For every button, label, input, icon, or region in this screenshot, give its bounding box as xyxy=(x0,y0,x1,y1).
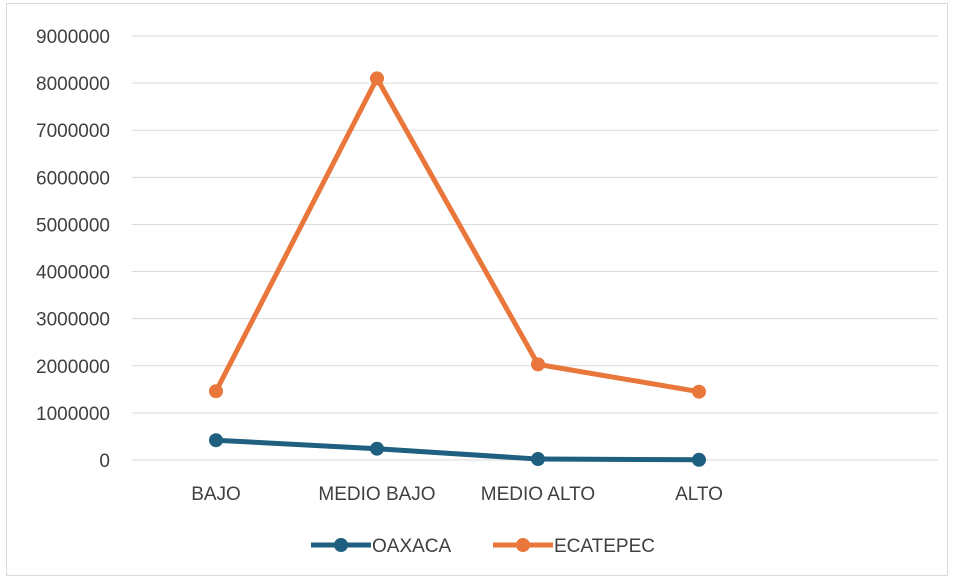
x-tick-label: MEDIO ALTO xyxy=(481,484,595,505)
data-point xyxy=(692,384,706,399)
y-axis-tick-labels: 0 1000000 2000000 3000000 4000000 5000000 6000… xyxy=(36,27,110,472)
legend: OAXACA ECATEPEC xyxy=(311,536,655,557)
series-lines xyxy=(209,71,706,467)
y-tick-label: 5000000 xyxy=(36,215,110,236)
y-tick-label: 9000000 xyxy=(36,27,110,48)
legend-item: ECATEPEC xyxy=(493,536,655,557)
y-tick-label: 3000000 xyxy=(36,310,110,331)
y-tick-label: 0 xyxy=(99,451,110,472)
legend-swatch-marker xyxy=(334,538,348,552)
data-point xyxy=(531,357,545,372)
y-tick-label: 2000000 xyxy=(36,357,110,378)
data-point xyxy=(370,441,384,456)
x-tick-label: BAJO xyxy=(191,484,241,505)
legend-item: OAXACA xyxy=(311,536,452,557)
data-point xyxy=(370,71,384,86)
x-axis-tick-labels: BAJO MEDIO BAJO MEDIO ALTO ALTO xyxy=(191,484,723,505)
x-tick-label: MEDIO BAJO xyxy=(318,484,435,505)
series-oaxaca xyxy=(209,433,706,467)
y-tick-label: 4000000 xyxy=(36,263,110,284)
gridlines xyxy=(132,35,938,461)
series-line xyxy=(213,75,702,395)
y-tick-label: 6000000 xyxy=(36,168,110,189)
series-line xyxy=(213,437,702,463)
chart-frame xyxy=(6,3,948,576)
data-point xyxy=(531,452,545,467)
data-point xyxy=(692,452,706,467)
y-tick-label: 1000000 xyxy=(36,404,110,425)
data-point xyxy=(209,384,223,399)
legend-label: ECATEPEC xyxy=(554,536,655,557)
series-ecatepec xyxy=(209,71,706,399)
data-point xyxy=(209,433,223,448)
y-tick-label: 8000000 xyxy=(36,74,110,95)
x-tick-label: ALTO xyxy=(675,484,723,505)
legend-swatch-marker xyxy=(516,538,530,552)
y-tick-label: 7000000 xyxy=(36,121,110,142)
legend-label: OAXACA xyxy=(372,536,452,557)
